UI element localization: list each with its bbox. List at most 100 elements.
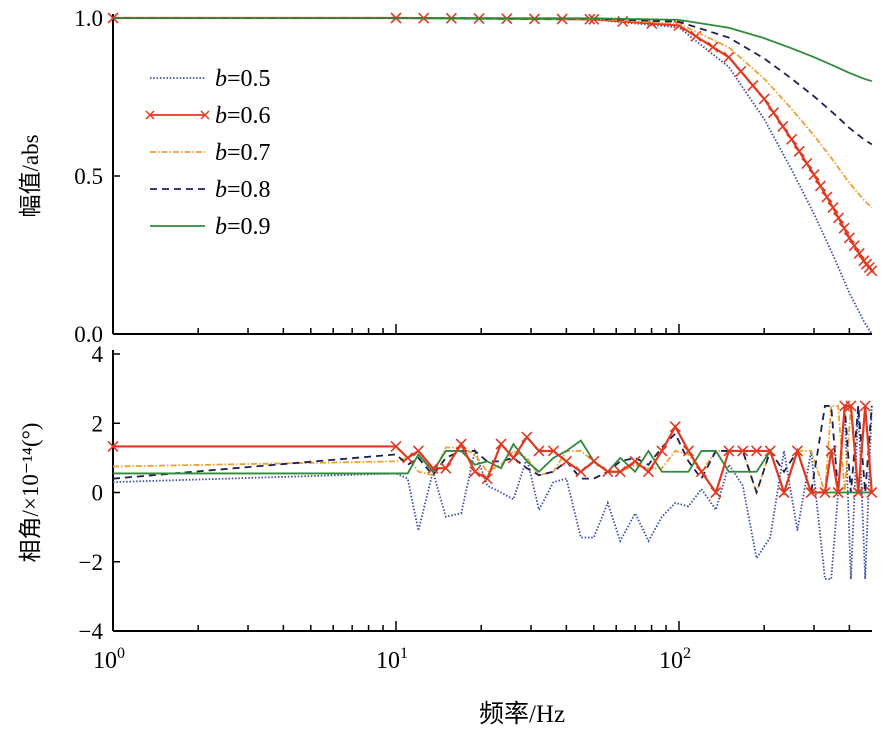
legend-var: b bbox=[215, 214, 227, 240]
x-marker bbox=[455, 438, 467, 450]
legend-val: =0.5 bbox=[227, 66, 271, 92]
x-marker bbox=[707, 41, 719, 53]
legend-val: =0.9 bbox=[227, 214, 271, 240]
x-marker bbox=[786, 133, 798, 145]
x-marker bbox=[843, 232, 855, 244]
x-marker bbox=[832, 486, 844, 499]
x-tick-base: 10 bbox=[93, 648, 117, 674]
x-marker bbox=[107, 440, 119, 453]
phase-xlabel: 频率/Hz bbox=[479, 700, 565, 728]
legend-label: b=0.9 bbox=[215, 214, 271, 240]
x-marker bbox=[767, 107, 780, 119]
x-marker bbox=[832, 212, 845, 224]
x-tick-label: 101 bbox=[376, 645, 408, 674]
x-marker bbox=[656, 445, 668, 457]
x-marker bbox=[390, 440, 402, 453]
x-marker bbox=[710, 486, 722, 499]
x-marker bbox=[481, 473, 493, 485]
magnitude-panel: 0.0 0.5 1.0 幅值/abs bbox=[18, 6, 878, 347]
legend-val: =0.7 bbox=[227, 140, 271, 166]
x-marker bbox=[805, 486, 817, 499]
legend-val: =0.6 bbox=[227, 103, 271, 129]
x-marker bbox=[801, 157, 813, 169]
x-tick-label: 102 bbox=[659, 645, 691, 674]
x-marker bbox=[825, 445, 837, 457]
magnitude-ylabel: 幅值/abs bbox=[18, 134, 43, 217]
phase-series-line bbox=[112, 405, 873, 496]
x-marker bbox=[838, 222, 850, 234]
x-marker bbox=[819, 486, 831, 499]
legend: b=0.5b=0.6b=0.7b=0.8b=0.9 bbox=[145, 66, 271, 240]
x-marker bbox=[845, 400, 857, 412]
x-marker bbox=[866, 486, 878, 499]
x-marker bbox=[575, 466, 587, 478]
x-marker bbox=[723, 51, 735, 63]
x-tick-exp: 1 bbox=[400, 645, 408, 662]
legend-label: b=0.5 bbox=[215, 66, 271, 92]
x-marker bbox=[427, 462, 439, 474]
y-tick-label: 1.0 bbox=[74, 6, 103, 31]
x-marker bbox=[737, 445, 749, 457]
x-marker bbox=[521, 431, 533, 443]
x-marker bbox=[402, 452, 414, 464]
x-marker bbox=[412, 445, 424, 457]
y-tick-label: 0 bbox=[92, 481, 104, 506]
x-marker bbox=[507, 452, 520, 464]
x-marker bbox=[735, 65, 747, 77]
x-marker bbox=[629, 455, 641, 467]
x-marker bbox=[852, 486, 864, 499]
x-marker bbox=[814, 180, 827, 192]
x-marker bbox=[602, 466, 614, 478]
x-marker bbox=[614, 466, 626, 478]
x-marker bbox=[751, 445, 763, 457]
y-tick-label: −2 bbox=[79, 550, 103, 575]
x-marker bbox=[669, 421, 681, 433]
legend-label: b=0.8 bbox=[215, 177, 271, 203]
x-marker bbox=[848, 240, 860, 252]
legend-val: =0.8 bbox=[227, 177, 271, 203]
x-marker bbox=[145, 110, 155, 120]
x-marker bbox=[778, 486, 790, 499]
x-marker bbox=[777, 120, 789, 132]
magnitude-series-line bbox=[113, 17, 873, 83]
x-marker bbox=[747, 79, 759, 92]
x-marker bbox=[853, 247, 865, 259]
legend-var: b bbox=[215, 66, 227, 92]
phase-ylabel: 相角/×10⁻¹⁴(°) bbox=[18, 423, 43, 563]
x-marker bbox=[723, 445, 735, 457]
x-tick-base: 10 bbox=[376, 648, 400, 674]
x-marker bbox=[547, 445, 559, 457]
x-marker bbox=[682, 445, 695, 457]
x-marker bbox=[200, 110, 210, 120]
phase-panel: −4 −2 0 2 4 相角/×10⁻¹⁴(°) bbox=[18, 342, 878, 644]
x-marker bbox=[695, 466, 707, 478]
x-marker bbox=[758, 93, 770, 105]
magnitude-series-line bbox=[113, 17, 873, 209]
legend-var: b bbox=[215, 103, 227, 129]
y-tick-label: 0.5 bbox=[74, 164, 103, 189]
x-marker bbox=[791, 445, 803, 457]
x-tick-base: 10 bbox=[659, 648, 683, 674]
x-marker bbox=[642, 466, 655, 478]
x-marker bbox=[764, 445, 776, 457]
legend-var: b bbox=[215, 177, 227, 203]
x-tick-label: 100 bbox=[93, 645, 125, 674]
x-marker bbox=[469, 466, 481, 478]
legend-var: b bbox=[215, 140, 227, 166]
x-marker bbox=[827, 202, 839, 214]
x-marker bbox=[533, 445, 545, 457]
y-tick-label: 0.0 bbox=[74, 322, 103, 347]
x-marker bbox=[588, 455, 600, 467]
x-marker bbox=[866, 265, 878, 277]
y-tick-label: 4 bbox=[92, 342, 104, 367]
magnitude-series-line bbox=[113, 17, 873, 335]
x-marker bbox=[793, 145, 805, 157]
x-marker bbox=[859, 400, 871, 412]
x-tick-exp: 0 bbox=[117, 645, 125, 662]
phase-series-line bbox=[112, 405, 873, 580]
x-marker bbox=[440, 462, 452, 474]
phase-series-line bbox=[112, 405, 873, 496]
x-tick-exp: 2 bbox=[683, 645, 691, 662]
